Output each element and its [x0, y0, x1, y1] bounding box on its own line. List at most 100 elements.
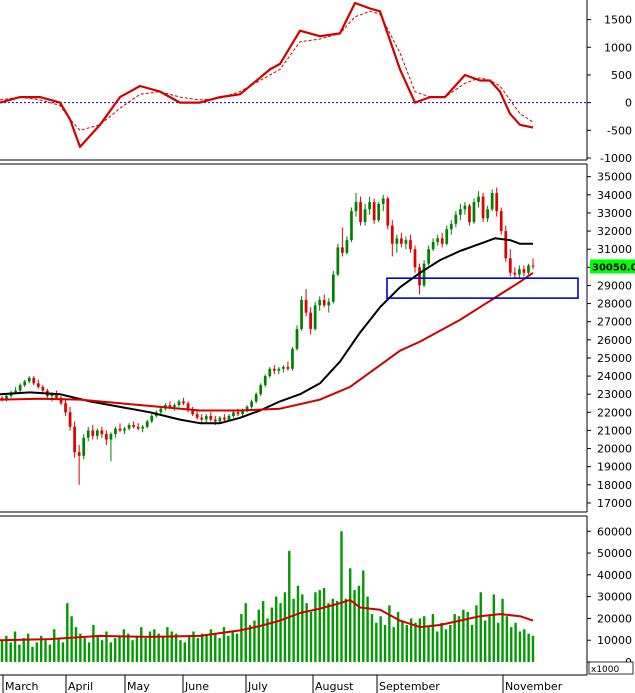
volume-bar	[383, 624, 387, 662]
volume-bar	[118, 635, 121, 662]
candle-up	[86, 430, 90, 438]
candlesticks	[0, 187, 535, 485]
candle-up	[159, 408, 163, 413]
moving-averages	[0, 237, 534, 425]
volume-bar	[261, 600, 265, 662]
candle-up	[354, 202, 358, 212]
candle-down	[236, 412, 240, 415]
candle-down	[413, 249, 417, 268]
volume-bar	[523, 629, 526, 662]
volume-bar	[100, 640, 104, 662]
oscillator-panel: 1500 1000 500 0 -500 -1000	[0, 0, 632, 165]
support-zone-box	[386, 277, 579, 299]
price-tick-label: 29000	[597, 279, 632, 292]
candle-down	[513, 272, 517, 275]
candle-up	[14, 390, 17, 393]
volume-bar	[74, 627, 78, 662]
volume-bar	[79, 633, 82, 662]
volume-bar	[248, 624, 252, 662]
month-label: July	[247, 680, 268, 693]
candle-down	[91, 430, 95, 436]
volume-bar	[66, 603, 69, 662]
volume-bar	[192, 631, 195, 662]
volume-bar	[288, 550, 291, 662]
month-label: August	[315, 680, 354, 693]
candle-up	[486, 209, 489, 219]
volume-bar	[501, 598, 504, 662]
candle-up	[331, 274, 335, 302]
candle-up	[518, 269, 521, 275]
candle-up	[259, 385, 263, 395]
osc-tick-label: 500	[611, 69, 632, 82]
candle-down	[522, 269, 526, 273]
candle-down	[418, 267, 421, 286]
volume-bar	[335, 600, 339, 662]
volume-bar	[470, 624, 474, 662]
volume-bar	[483, 620, 487, 662]
volume-bar	[305, 603, 308, 662]
volume-tick-label: 60000	[597, 525, 632, 538]
volume-bar	[418, 618, 422, 662]
volume-bar	[357, 585, 361, 662]
osc-tick-label: 0	[625, 97, 632, 110]
candle-up	[313, 305, 317, 329]
signal-line	[0, 10, 534, 131]
volume-bar	[314, 592, 317, 662]
candle-up	[241, 410, 244, 415]
candle-up	[404, 240, 408, 244]
volume-bars	[0, 531, 535, 662]
volume-y-axis: 6000050000400003000020000100000	[587, 525, 632, 669]
volume-tick-label: 50000	[597, 547, 632, 560]
candle-down	[304, 299, 308, 313]
volume-bar	[131, 640, 134, 662]
candle-down	[359, 202, 362, 222]
candle-down	[468, 205, 471, 222]
candle-up	[527, 265, 530, 273]
volume-tick-label: 40000	[597, 569, 632, 582]
candle-up	[295, 328, 299, 349]
candle-up	[95, 430, 99, 436]
volume-bar	[327, 603, 330, 662]
price-tick-label: 27000	[597, 316, 632, 329]
volume-bar	[48, 644, 52, 662]
candle-down	[186, 403, 190, 411]
volume-bar	[409, 618, 413, 662]
candle-down	[272, 368, 276, 371]
volume-bar	[113, 638, 117, 662]
volume-bar	[35, 642, 39, 662]
candle-up	[422, 263, 426, 286]
volume-bar	[157, 633, 160, 662]
volume-bar	[275, 596, 278, 662]
candle-down	[372, 202, 376, 221]
candle-up	[109, 434, 113, 440]
volume-bar	[209, 629, 213, 662]
volume-bar	[518, 631, 522, 662]
volume-bar	[39, 635, 43, 662]
candle-up	[291, 348, 294, 369]
month-label: May	[127, 680, 150, 693]
volume-bar	[488, 616, 491, 662]
volume-bar	[414, 622, 417, 662]
volume-tick-label: 20000	[597, 612, 632, 625]
volume-bar	[214, 633, 217, 662]
volume-bar	[527, 633, 530, 662]
volume-bar	[187, 635, 191, 662]
candle-up	[477, 196, 480, 203]
candle-down	[386, 198, 390, 226]
volume-panel: 6000050000400003000020000100000 x1000	[0, 515, 634, 676]
candle-down	[59, 397, 63, 404]
candle-up	[123, 428, 126, 431]
volume-bar	[475, 605, 478, 662]
candle-down	[55, 394, 58, 398]
volume-bar	[183, 642, 187, 662]
oscillator-y-axis: 1500 1000 500 0 -500 -1000	[587, 14, 632, 165]
price-tick-label: 23000	[597, 388, 632, 401]
volume-bar	[161, 635, 165, 662]
candle-up	[82, 437, 86, 456]
volume-bar	[31, 646, 34, 662]
price-tick-label: 20000	[597, 443, 632, 456]
candle-up	[177, 401, 181, 406]
month-label: April	[68, 680, 93, 693]
candle-down	[341, 247, 344, 253]
candle-up	[50, 394, 54, 396]
